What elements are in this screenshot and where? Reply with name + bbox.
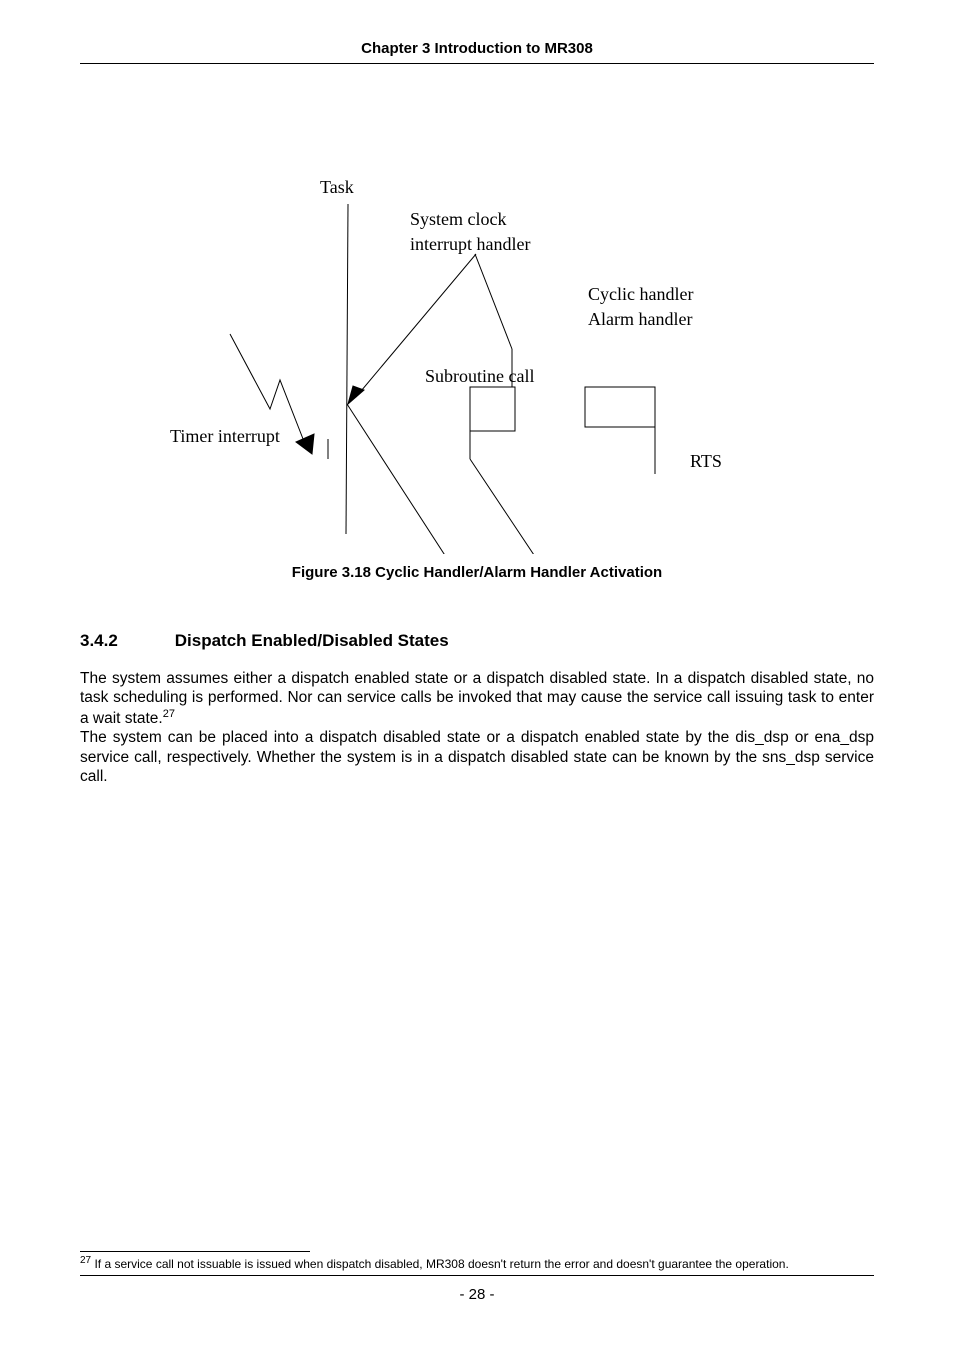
header-title: Chapter 3 Introduction to MR308 — [361, 40, 593, 57]
label-sysclock-1: System clock — [410, 209, 507, 230]
section-title: Dispatch Enabled/Disabled States — [175, 631, 449, 650]
section-heading: 3.4.2 Dispatch Enabled/Disabled States — [80, 631, 874, 651]
page: Chapter 3 Introduction to MR308 — [0, 0, 954, 1351]
para1-text: The system assumes either a dispatch ena… — [80, 670, 874, 727]
diagram: Task System clock interrupt handler Cycl… — [80, 94, 874, 554]
footnote-area: 27 If a service call not issuable is iss… — [80, 1251, 874, 1276]
body-paragraph-2: The system can be placed into a dispatch… — [80, 728, 874, 786]
footnote-number: 27 — [80, 1255, 91, 1266]
label-timer: Timer interrupt — [170, 426, 280, 447]
figure-caption: Figure 3.18 Cyclic Handler/Alarm Handler… — [80, 564, 874, 581]
footnote-rule — [80, 1251, 310, 1252]
footnote-text: If a service call not issuable is issued… — [91, 1257, 789, 1271]
label-task: Task — [320, 177, 354, 198]
label-cyclic-2: Alarm handler — [588, 309, 692, 330]
section-number: 3.4.2 — [80, 631, 170, 651]
label-subroutine: Subroutine call — [425, 366, 534, 387]
label-rts: RTS — [690, 451, 722, 472]
footnote-ref: 27 — [163, 708, 175, 720]
label-sysclock-2: interrupt handler — [410, 234, 530, 255]
footnote: 27 If a service call not issuable is iss… — [80, 1255, 874, 1276]
page-number: - 28 - — [0, 1286, 954, 1303]
body-paragraph-1: The system assumes either a dispatch ena… — [80, 669, 874, 728]
page-header: Chapter 3 Introduction to MR308 — [80, 40, 874, 64]
label-cyclic-1: Cyclic handler — [588, 284, 693, 305]
diagram-svg — [80, 94, 880, 554]
